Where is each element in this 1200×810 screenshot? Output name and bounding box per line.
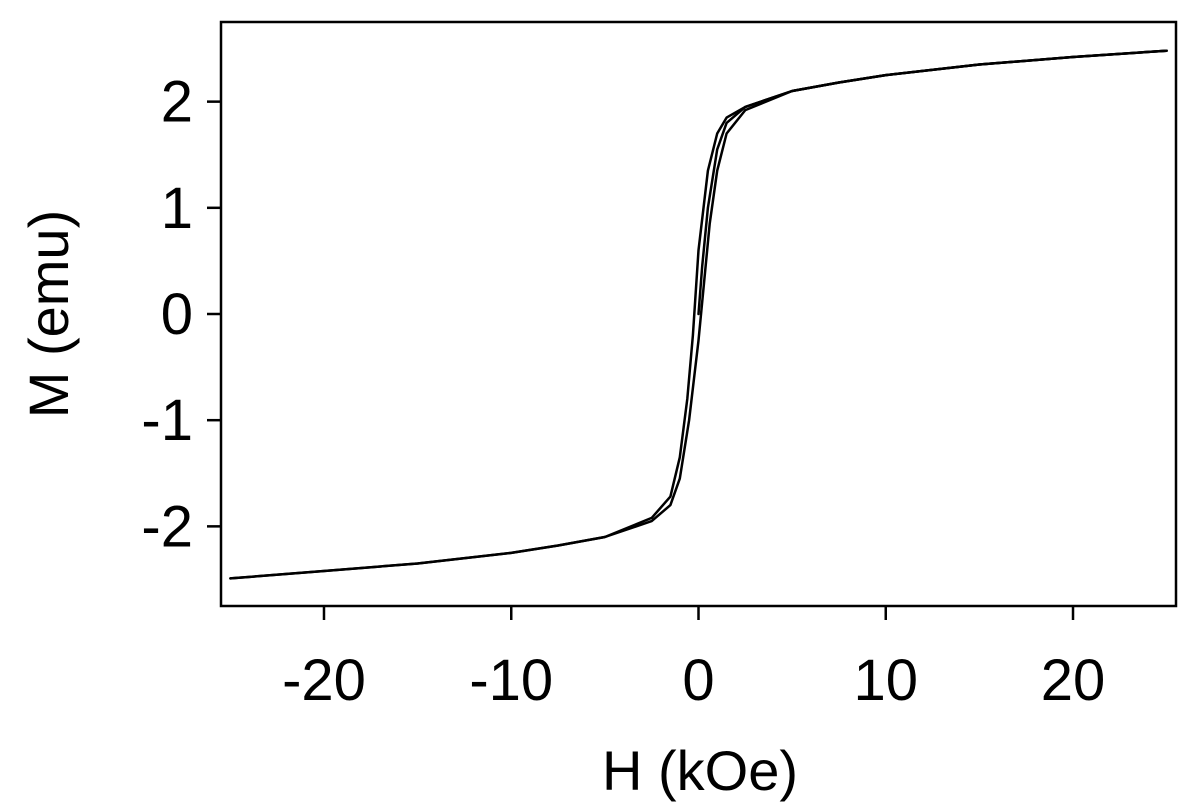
x-axis-label: H (kOe)	[602, 739, 798, 802]
y-tick-label: 1	[161, 176, 193, 241]
y-tick-label: 2	[161, 70, 193, 135]
x-tick-label: 10	[853, 648, 918, 713]
x-tick-label: -10	[469, 648, 553, 713]
y-axis-label: M (emu)	[17, 210, 80, 418]
x-tick-label: -20	[282, 648, 366, 713]
series-line-3	[229, 49, 1168, 580]
curves	[229, 49, 1168, 580]
x-tick-label: 20	[1041, 648, 1106, 713]
y-tick-label: -1	[141, 388, 193, 453]
y-tick-label: 0	[161, 282, 193, 347]
x-tick-label: 0	[682, 648, 714, 713]
y-tick-label: -2	[141, 494, 193, 559]
series-line-1	[697, 49, 1168, 316]
